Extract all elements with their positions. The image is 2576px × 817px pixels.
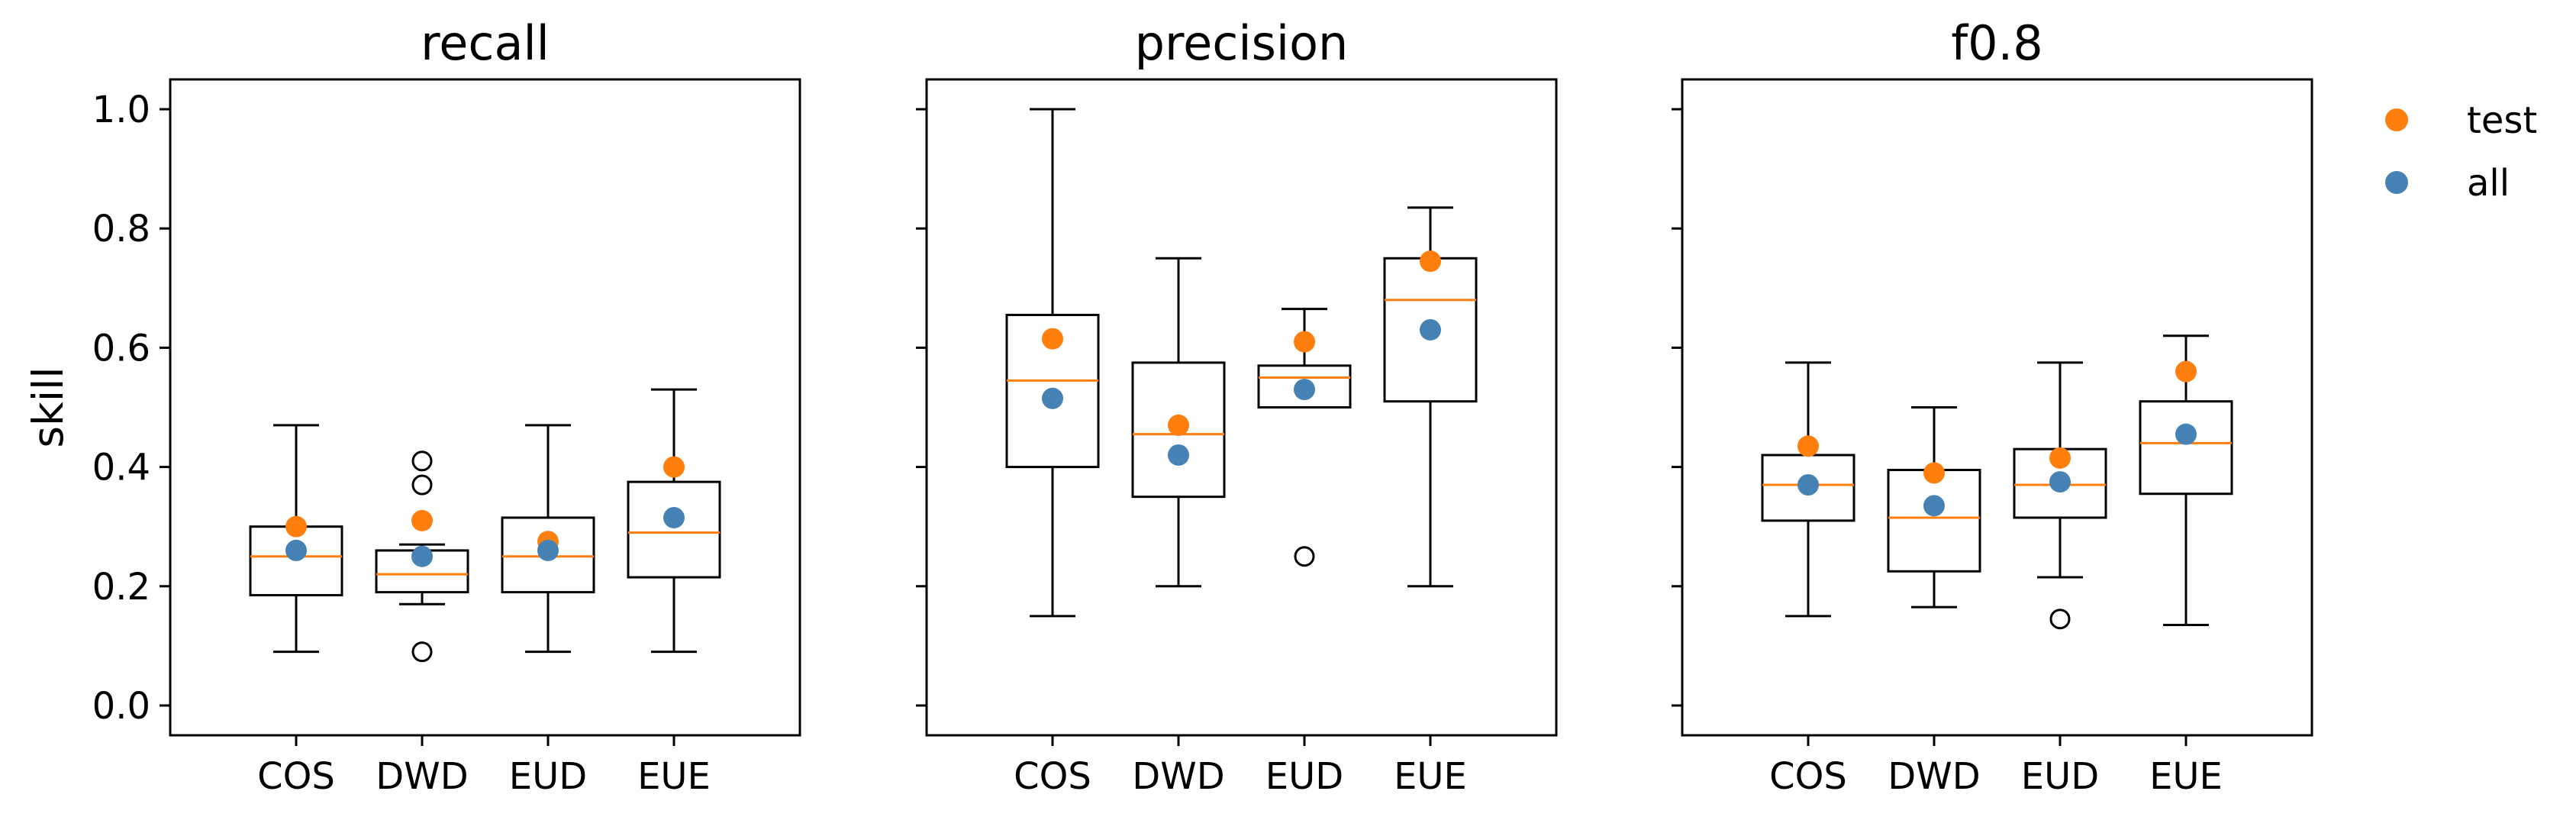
- test-point: [285, 515, 307, 538]
- all-point: [1420, 318, 1441, 341]
- test-point: [663, 456, 685, 478]
- y-tick-label: 1.0: [92, 89, 150, 131]
- y-tick-label: 0.4: [92, 447, 150, 489]
- box-dwd: DWD: [375, 450, 469, 798]
- legend-marker-test: [2385, 108, 2408, 131]
- all-point: [1168, 444, 1189, 466]
- axes-frame: [1681, 78, 2313, 737]
- x-tick-label: EUE: [1394, 755, 1467, 798]
- axes-frame: [169, 78, 801, 737]
- x-tick-label: DWD: [376, 755, 468, 798]
- y-tick-label: 0.0: [92, 685, 150, 728]
- axes-frame: [925, 78, 1558, 737]
- all-point: [411, 545, 433, 567]
- x-tick-label: EUE: [2149, 755, 2223, 798]
- all-point: [537, 539, 559, 561]
- iqr-box: [627, 480, 721, 579]
- outlier-point: [411, 641, 433, 663]
- all-point: [1042, 387, 1063, 409]
- test-point: [1168, 414, 1189, 436]
- legend-marker-all: [2385, 171, 2408, 194]
- x-tick-label: EUD: [1265, 755, 1343, 798]
- y-tick-label: 0.6: [92, 327, 150, 370]
- box-cos: COS: [1761, 361, 1855, 798]
- panel-title: precision: [1135, 15, 1349, 71]
- test-point: [411, 509, 433, 531]
- iqr-box: [1257, 364, 1352, 408]
- iqr-box: [1131, 361, 1226, 499]
- x-tick-label: EUD: [509, 755, 587, 798]
- box-dwd: DWD: [1887, 406, 1981, 798]
- iqr-box: [501, 516, 595, 594]
- all-point: [1797, 474, 1819, 496]
- box-cos: COS: [1005, 108, 1100, 798]
- panel-title: f0.8: [1951, 15, 2042, 71]
- y-tick-label: 0.2: [92, 566, 150, 609]
- x-tick-label: EUD: [2021, 755, 2099, 798]
- legend: test all: [2385, 99, 2537, 205]
- box-eue: EUE: [627, 388, 721, 798]
- panel-title: recall: [421, 15, 550, 71]
- test-point: [1923, 462, 1945, 484]
- all-point: [1294, 379, 1315, 401]
- all-point: [285, 539, 307, 561]
- outlier-point: [411, 474, 433, 496]
- iqr-box: [1005, 313, 1100, 469]
- all-point: [2175, 423, 2197, 445]
- box-eud: EUD: [501, 424, 595, 798]
- box-eue: EUE: [2139, 334, 2233, 798]
- panel-precision: precision COS DWD EUD EUE: [916, 15, 1558, 798]
- all-point: [2049, 471, 2071, 493]
- x-tick-label: DWD: [1132, 755, 1224, 798]
- outlier-point: [1294, 546, 1315, 567]
- test-point: [1797, 435, 1819, 457]
- test-point: [1420, 250, 1441, 273]
- box-cos: COS: [249, 424, 343, 798]
- all-point: [663, 506, 685, 528]
- x-tick-label: COS: [257, 755, 335, 798]
- x-tick-label: EUE: [637, 755, 711, 798]
- test-point: [2049, 447, 2071, 469]
- box-eud: EUD: [2013, 361, 2107, 798]
- outlier-point: [2049, 609, 2071, 630]
- panel-f0-8: f0.8 COS DWD EUD EUE: [1672, 15, 2313, 798]
- x-tick-label: DWD: [1888, 755, 1980, 798]
- test-point: [1042, 328, 1063, 350]
- legend-label-test: test: [2467, 99, 2537, 142]
- box-eud: EUD: [1257, 308, 1352, 798]
- test-point: [2175, 360, 2197, 383]
- y-axis-label: skill: [24, 367, 73, 447]
- iqr-box: [2139, 400, 2233, 496]
- iqr-box: [1887, 468, 1981, 573]
- legend-label-all: all: [2467, 162, 2510, 205]
- test-point: [1294, 331, 1315, 353]
- box-dwd: DWD: [1131, 257, 1226, 798]
- all-point: [1923, 495, 1945, 517]
- panel-recall: recall 0.0 0.2 0.4 0.6 0.8 1.0 COS DWD EUD EUE: [92, 15, 801, 798]
- x-tick-label: COS: [1769, 755, 1847, 798]
- y-tick-label: 0.8: [92, 208, 150, 250]
- box-eue: EUE: [1383, 206, 1478, 798]
- x-tick-label: COS: [1014, 755, 1091, 798]
- outlier-point: [411, 450, 433, 472]
